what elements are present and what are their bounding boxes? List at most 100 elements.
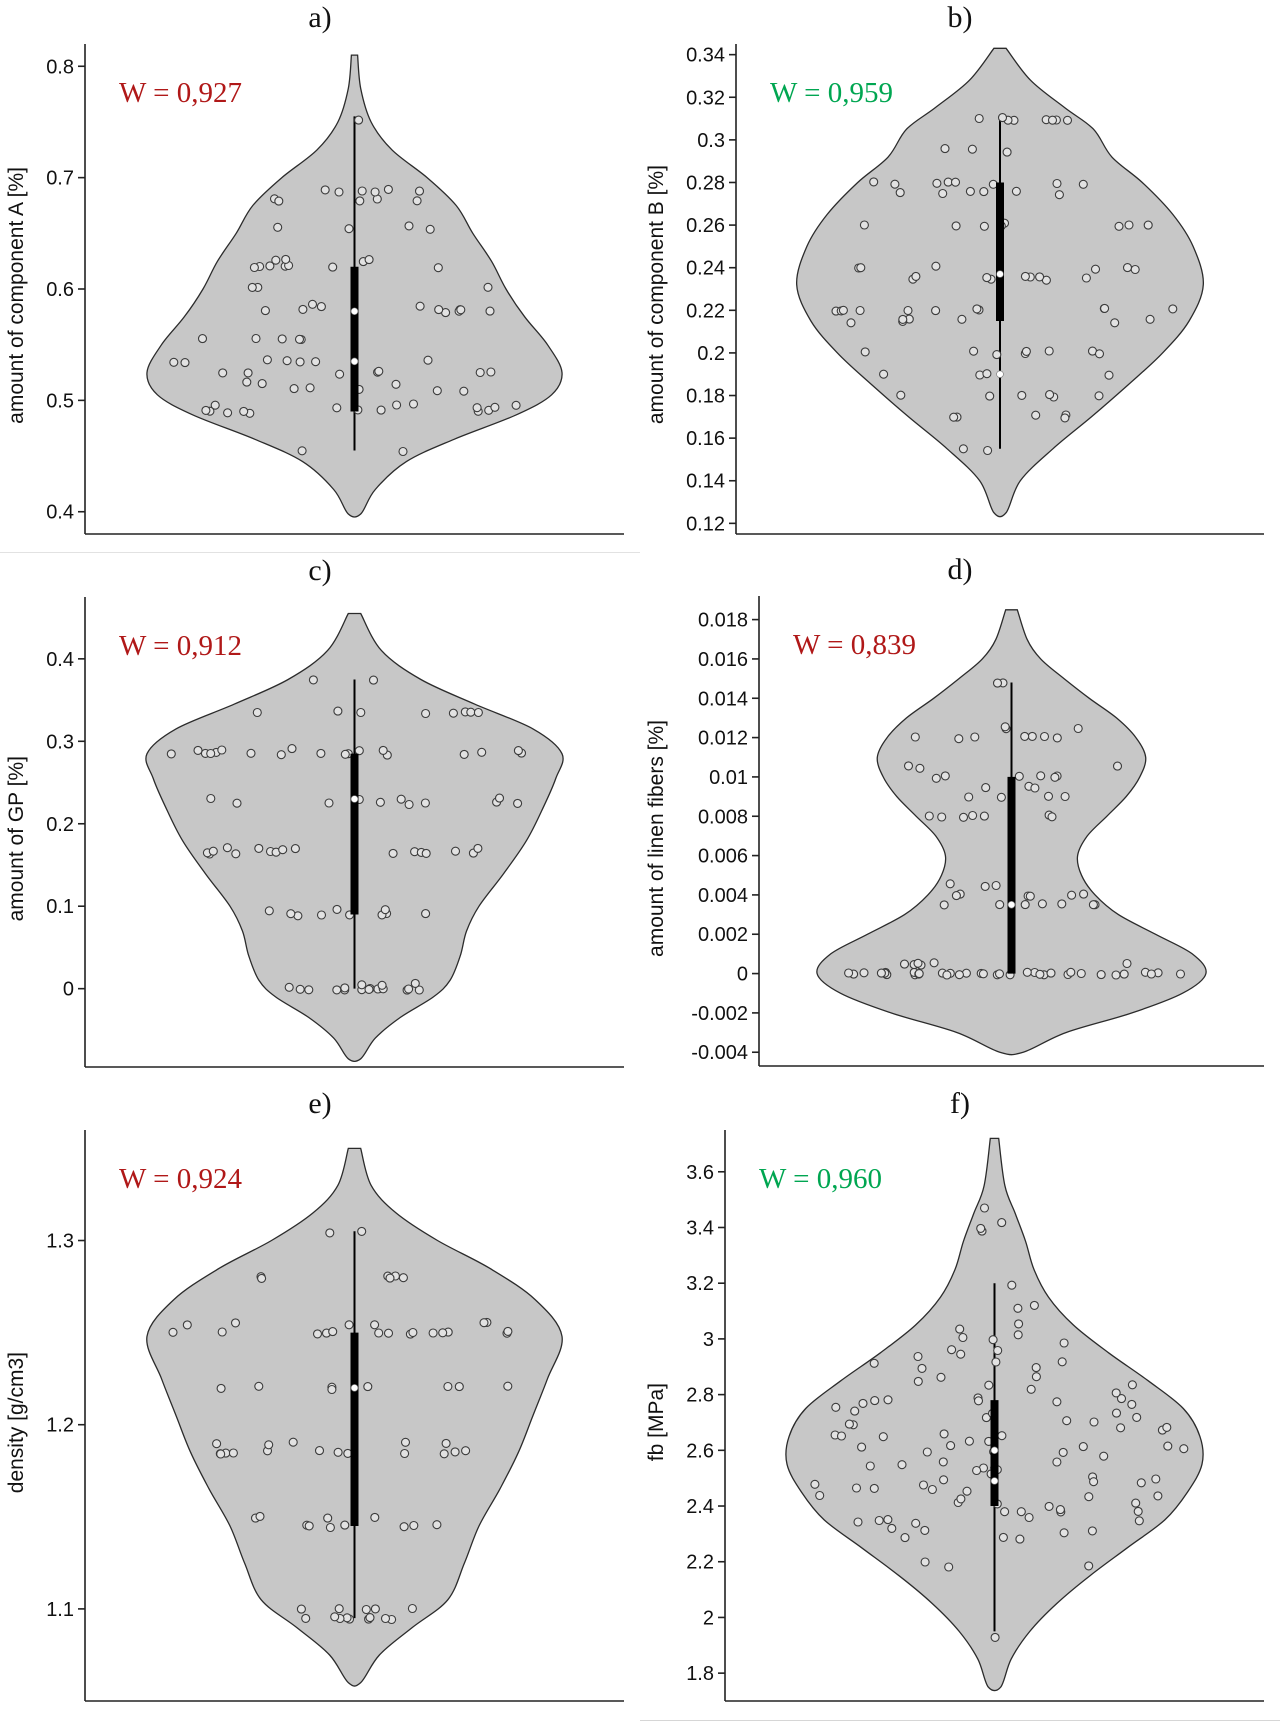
y-tick-label: 1.1 [46,1599,74,1621]
data-point [439,1449,449,1459]
data-point [182,1320,192,1330]
data-point [364,984,374,994]
data-point [991,880,1001,891]
data-point [490,402,500,412]
data-point [1043,791,1054,801]
data-point [1052,1457,1062,1467]
violin-plot-b: 0.12 0.14 0.16 0.18 0.2 0.22 0.24 0.26 0.28 0.3 0.… [686,44,1264,535]
data-point [1060,413,1070,423]
violin-panel-f: f) fb [MPa] 1.8 2 2.2 2.4 2.6 2.8 3 3.2 3.4 3.6 W … [640,1086,1280,1721]
data-point [1020,900,1030,910]
data-point [899,959,910,969]
y-tick-label: 0.28 [686,172,725,194]
data-point [918,1480,929,1490]
data-point [1145,314,1155,324]
data-point [398,446,408,457]
data-point [1175,969,1186,979]
data-point [1084,1561,1094,1571]
data-point [307,299,318,309]
data-point [1131,1498,1141,1508]
data-point [1000,1507,1010,1517]
data-point [1035,969,1045,979]
data-point [997,1218,1007,1228]
data-point [938,1457,948,1467]
data-point [325,1228,335,1238]
y-tick-label: 0.18 [686,386,725,408]
data-point [944,1562,954,1572]
w-statistic-label: W = 0,927 [119,77,242,109]
data-point [278,845,288,855]
data-point [212,1439,222,1449]
data-point [408,399,419,409]
panel-body-c: amount of GP [%] 0 0.1 0.2 0.3 0.4 W = 0,912 [0,591,640,1086]
data-point [1076,968,1086,979]
data-point [421,708,431,719]
data-point [996,792,1006,802]
data-point [998,1532,1008,1542]
data-point [340,1520,350,1530]
data-point [374,1328,384,1338]
violin-plot-f: 1.8 2 2.2 2.4 2.6 2.8 3 3.2 3.4 3.6 W = 0,960 [686,1130,1264,1702]
data-point [180,358,190,368]
data-point [169,357,179,367]
data-point [856,263,866,273]
data-point [459,749,469,759]
y-tick-label: 2 [703,1607,714,1629]
data-point [361,1604,371,1615]
data-point [1052,1397,1062,1407]
data-point [883,1395,893,1405]
data-point [206,748,216,759]
data-point [1000,722,1010,732]
y-tick-label: 1.8 [686,1663,714,1685]
y-tick-label: 0 [737,964,748,986]
data-point [945,879,955,889]
y-tick-label: 0.2 [697,343,725,365]
data-point [357,186,367,196]
data-point [374,366,384,376]
w-statistic-label: W = 0,912 [119,630,242,662]
data-point [964,792,974,802]
data-point [883,1515,893,1525]
data-point [939,900,949,910]
data-point [1046,968,1056,978]
data-point [1116,1423,1126,1433]
data-point [914,969,924,979]
data-point [166,749,176,759]
data-point [320,185,330,195]
data-point [448,708,458,718]
y-tick-label: 0.004 [698,885,748,907]
data-point [316,748,326,758]
data-point [423,355,433,365]
data-point [850,1406,860,1416]
data-point [414,186,425,196]
data-point [1111,1388,1121,1398]
panel-letter-e: e) [308,1087,332,1120]
y-axis-label-e: density [g/cm3] [5,1351,28,1494]
data-point [450,846,461,856]
data-point [483,282,493,292]
data-point [1016,1507,1026,1517]
data-point [242,377,252,387]
data-point [377,980,387,990]
data-point [1020,731,1030,741]
y-tick-label: 0.2 [46,814,74,836]
panel-body-f: fb [MPa] 1.8 2 2.2 2.4 2.6 2.8 3 3.2 3.4 3.6 W = 0… [640,1124,1280,1720]
violin-plot-d: -0.004 -0.002 0 0.002 0.004 0.006 0.008 0.01 0.0… [691,596,1264,1067]
data-point [257,1273,267,1283]
y-tick-label: 0.7 [46,168,74,190]
data-point [208,846,218,856]
violin-panel-b: b) amount of component B [%] 0.12 0.14 0.1… [640,0,1280,552]
data-point [940,144,950,154]
data-point [370,1604,380,1614]
data-point [296,1604,306,1614]
data-point [981,783,991,793]
data-point [1058,1447,1068,1457]
data-point [991,1357,1001,1367]
w-statistic-label: W = 0,959 [770,77,893,109]
data-point [940,771,950,781]
data-point [951,221,961,231]
data-point [485,306,495,316]
data-point [922,1447,932,1457]
data-point [1002,147,1012,157]
y-tick-label: 0.16 [686,428,725,450]
